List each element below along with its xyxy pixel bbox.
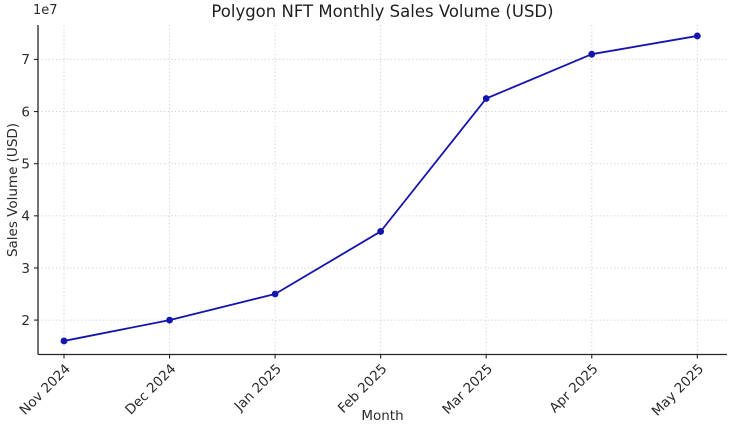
y-tick-label: 6 [21, 104, 30, 120]
data-point-marker [377, 228, 385, 235]
data-point-marker [60, 337, 68, 345]
chart-title: Polygon NFT Monthly Sales Volume (USD) [211, 2, 554, 21]
data-point-marker [166, 316, 173, 324]
y-tick-label: 4 [21, 209, 30, 225]
x-tick-label: Jan 2025 [231, 361, 285, 415]
y-axis-label: Sales Volume (USD) [5, 122, 21, 258]
data-point-marker [693, 32, 701, 40]
y-tick-label: 7 [21, 52, 30, 68]
y-tick-label: 5 [21, 156, 30, 172]
y-tick-label: 3 [21, 261, 30, 277]
data-point-marker [271, 290, 279, 298]
data-point-marker [588, 50, 596, 58]
data-point-marker [482, 95, 490, 102]
x-axis-label: Month [361, 408, 404, 424]
y-axis-offset-label: 1e7 [33, 3, 58, 18]
y-tick-label: 2 [21, 313, 30, 329]
